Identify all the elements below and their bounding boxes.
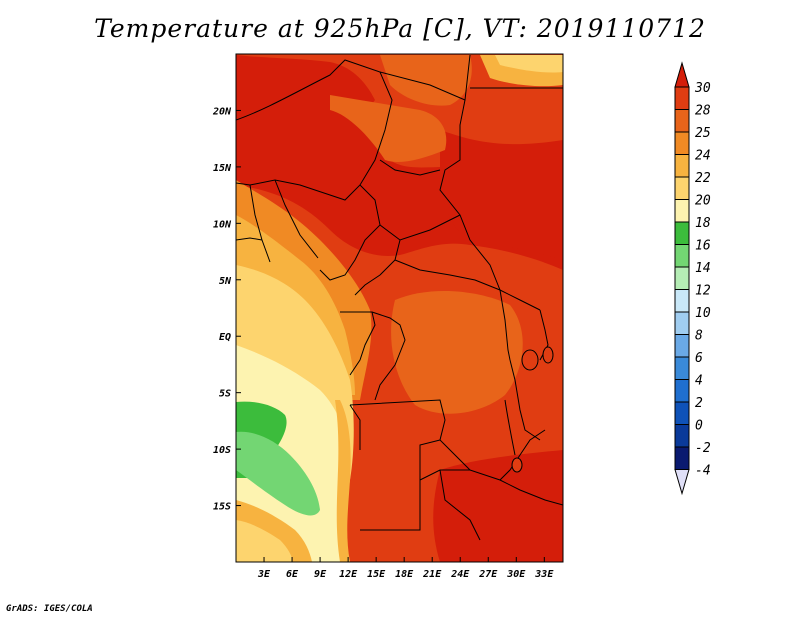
lon-label: 30E bbox=[506, 569, 526, 580]
lon-label: 3E bbox=[257, 569, 271, 580]
colorbar-label: 18 bbox=[695, 216, 711, 231]
colorbar-overflow-low bbox=[674, 469, 690, 496]
colorbar-swatch bbox=[674, 446, 690, 470]
lakes bbox=[504, 346, 554, 473]
lon-label: 21E bbox=[422, 569, 442, 580]
colorbar-overflow-high bbox=[674, 61, 690, 88]
colorbar-label: 14 bbox=[695, 261, 711, 276]
plot-frame bbox=[235, 53, 564, 563]
country-borders bbox=[236, 54, 563, 541]
lon-label: 24E bbox=[450, 569, 470, 580]
colorbar-swatch bbox=[674, 244, 690, 268]
lon-label: 6E bbox=[286, 569, 299, 580]
field-30-east bbox=[440, 130, 563, 260]
colorbar-swatch bbox=[674, 266, 690, 290]
colorbar-label: 20 bbox=[695, 194, 711, 209]
colorbar-label: 12 bbox=[695, 284, 711, 299]
colorbar-label: 24 bbox=[695, 149, 711, 164]
colorbar-label: 25 bbox=[695, 126, 711, 141]
colorbar-swatch bbox=[674, 131, 690, 155]
colorbar-label: -4 bbox=[695, 464, 711, 479]
credit-label: GrADS: IGES/COLA bbox=[6, 604, 93, 614]
lon-label: 15E bbox=[367, 569, 386, 580]
colorbar-label: 4 bbox=[695, 374, 703, 389]
colorbar-label: 30 bbox=[694, 81, 711, 96]
field-20-topright bbox=[495, 55, 563, 73]
lat-label: 5N bbox=[219, 276, 232, 287]
lat-label: EQ bbox=[219, 332, 231, 343]
field-18-ocean bbox=[236, 345, 349, 562]
lon-label: 9E bbox=[314, 569, 327, 580]
lat-label: 10N bbox=[213, 219, 232, 230]
colorbar-swatch bbox=[674, 109, 690, 133]
colorbar-swatch bbox=[674, 334, 690, 358]
lon-label: 18E bbox=[395, 569, 414, 580]
colorbar-label: 6 bbox=[695, 351, 703, 366]
map-title: Temperature at 925hPa [C], VT: 201911071… bbox=[94, 14, 706, 43]
field-25-northcentral bbox=[330, 95, 447, 162]
lat-label: 10S bbox=[213, 445, 231, 456]
lon-label: 27E bbox=[478, 569, 498, 580]
colorbar-swatch bbox=[674, 424, 690, 448]
colorbar-label: 8 bbox=[695, 329, 703, 344]
field-20-sw bbox=[236, 520, 293, 562]
colorbar-swatch bbox=[674, 289, 690, 313]
colorbar-label: 2 bbox=[695, 396, 703, 411]
colorbar-swatch bbox=[674, 401, 690, 425]
colorbar-swatch bbox=[674, 311, 690, 335]
colorbar-label: 16 bbox=[695, 239, 711, 254]
colorbar-label: 22 bbox=[695, 171, 711, 186]
lon-label: 12E bbox=[339, 569, 358, 580]
colorbar-swatch bbox=[674, 379, 690, 403]
colorbar-label: 10 bbox=[695, 306, 711, 321]
latitude-axis: 20N 15N 10N 5N EQ 5S 10S 15S bbox=[212, 106, 241, 513]
temperature-field bbox=[236, 54, 563, 562]
colorbar-swatch bbox=[674, 86, 690, 110]
field-22-angola bbox=[335, 400, 351, 562]
colorbar-swatch bbox=[674, 356, 690, 380]
colorbar-swatch bbox=[674, 199, 690, 223]
field-25-center bbox=[391, 290, 523, 414]
lon-label: 33E bbox=[534, 569, 554, 580]
colorbar-swatch bbox=[674, 221, 690, 245]
colorbar-label: 28 bbox=[695, 104, 711, 119]
lat-label: 5S bbox=[219, 389, 231, 400]
lat-label: 15S bbox=[213, 502, 231, 513]
colorbar-swatch bbox=[674, 154, 690, 178]
colorbar-label: 0 bbox=[695, 419, 703, 434]
colorbar-swatch bbox=[674, 176, 690, 200]
field-30-south bbox=[433, 450, 563, 562]
field-14-ocean bbox=[236, 431, 320, 516]
colorbar-label: -2 bbox=[695, 441, 711, 456]
lat-label: 15N bbox=[213, 163, 232, 174]
longitude-axis: 3E 6E 9E 12E 15E 18E 21E 24E 27E 30E 33E bbox=[257, 557, 554, 580]
lat-label: 20N bbox=[212, 106, 232, 117]
